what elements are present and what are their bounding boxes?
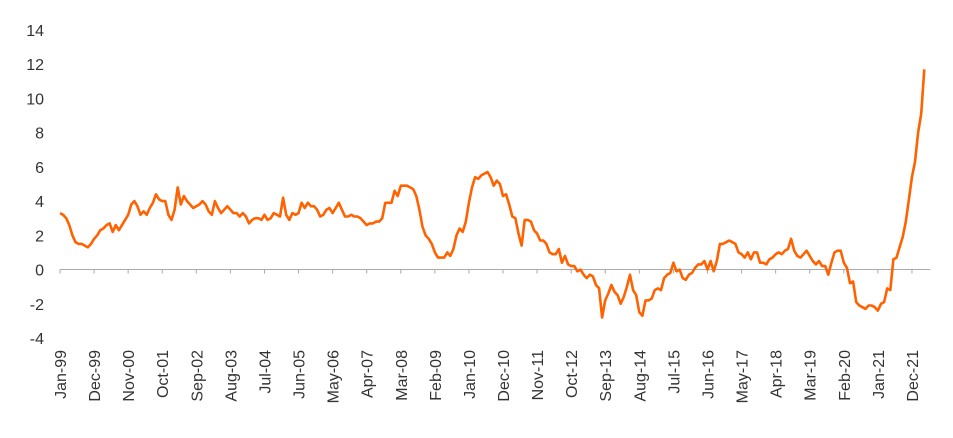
x-tick-label: May-06 xyxy=(326,350,343,403)
x-tick-label: Jan-21 xyxy=(871,350,888,399)
x-tick-label: Jan-99 xyxy=(53,350,70,399)
y-tick-label: 4 xyxy=(35,194,44,211)
x-tick-label: Dec-99 xyxy=(87,350,104,402)
x-tick-label: Aug-03 xyxy=(223,350,240,402)
x-tick-label: Jul-15 xyxy=(666,350,683,394)
x-tick-label: Jan-10 xyxy=(462,350,479,399)
x-tick-label: Sep-13 xyxy=(598,350,615,402)
x-tick-label: Oct-12 xyxy=(564,350,581,398)
x-tick-label: Oct-01 xyxy=(155,350,172,398)
y-tick-label: -2 xyxy=(30,297,44,314)
y-tick-label: 6 xyxy=(35,160,44,177)
x-tick-label: Apr-18 xyxy=(769,350,786,398)
x-tick-label: Jun-05 xyxy=(292,350,309,399)
y-tick-label: -4 xyxy=(30,331,44,348)
y-tick-label: 0 xyxy=(35,263,44,280)
x-tick-label: Dec-10 xyxy=(496,350,513,402)
x-tick-label: Feb-09 xyxy=(428,350,445,401)
x-tick-label: Aug-14 xyxy=(632,350,649,402)
x-tick-label: Nov-11 xyxy=(530,350,547,400)
y-tick-label: 14 xyxy=(26,23,44,40)
x-tick-label: Mar-08 xyxy=(394,350,411,401)
x-tick-label: Feb-20 xyxy=(837,350,854,401)
y-tick-label: 8 xyxy=(35,126,44,143)
x-tick-label: Dec-21 xyxy=(905,350,922,402)
y-tick-label: 12 xyxy=(26,57,44,74)
x-tick-label: Nov-00 xyxy=(121,350,138,402)
x-tick-label: Apr-07 xyxy=(360,350,377,398)
x-tick-label: Sep-02 xyxy=(189,350,206,402)
x-tick-label: Jul-04 xyxy=(257,350,274,394)
y-tick-label: 10 xyxy=(26,91,44,108)
x-tick-label: Jun-16 xyxy=(700,350,717,399)
data-line xyxy=(59,69,926,319)
y-tick-label: 2 xyxy=(35,228,44,245)
x-tick-label: Mar-19 xyxy=(803,350,820,401)
x-tick-label: May-17 xyxy=(735,350,752,403)
